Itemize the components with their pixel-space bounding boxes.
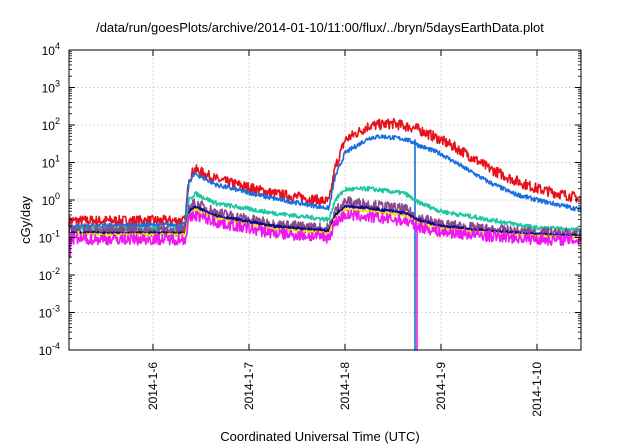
y-tick-label: 10-4	[39, 341, 60, 358]
series-line-4	[68, 196, 582, 241]
ticks: 10-4 10-3 10-2 10-1 100 101 102 103 104 2014-1-6 2…	[39, 41, 581, 417]
y-tick-label: 10-3	[39, 304, 60, 321]
y-tick-label: 10-1	[39, 229, 60, 246]
series-line-1	[68, 117, 582, 227]
y-tick-label: 10-2	[39, 266, 60, 283]
series-line-2	[68, 134, 582, 351]
y-tick-label: 100	[42, 191, 60, 208]
x-tick-label: 2014-1-10	[530, 362, 544, 417]
y-tick-label: 101	[42, 154, 60, 171]
series-line-7	[68, 209, 582, 351]
series-group	[68, 117, 582, 351]
x-tick-label: 2014-1-9	[434, 362, 448, 410]
y-tick-label: 104	[42, 41, 60, 58]
x-axis-label: Coordinated Universal Time (UTC)	[220, 429, 420, 444]
x-tick-label: 2014-1-8	[338, 362, 352, 410]
x-tick-label: 2014-1-6	[146, 362, 160, 410]
x-tick-label: 2014-1-7	[242, 362, 256, 410]
y-tick-label: 102	[42, 116, 60, 133]
y-tick-label: 103	[42, 79, 60, 96]
chart-title: /data/run/goesPlots/archive/2014-01-10/1…	[96, 20, 544, 35]
series-line-3	[68, 185, 582, 233]
